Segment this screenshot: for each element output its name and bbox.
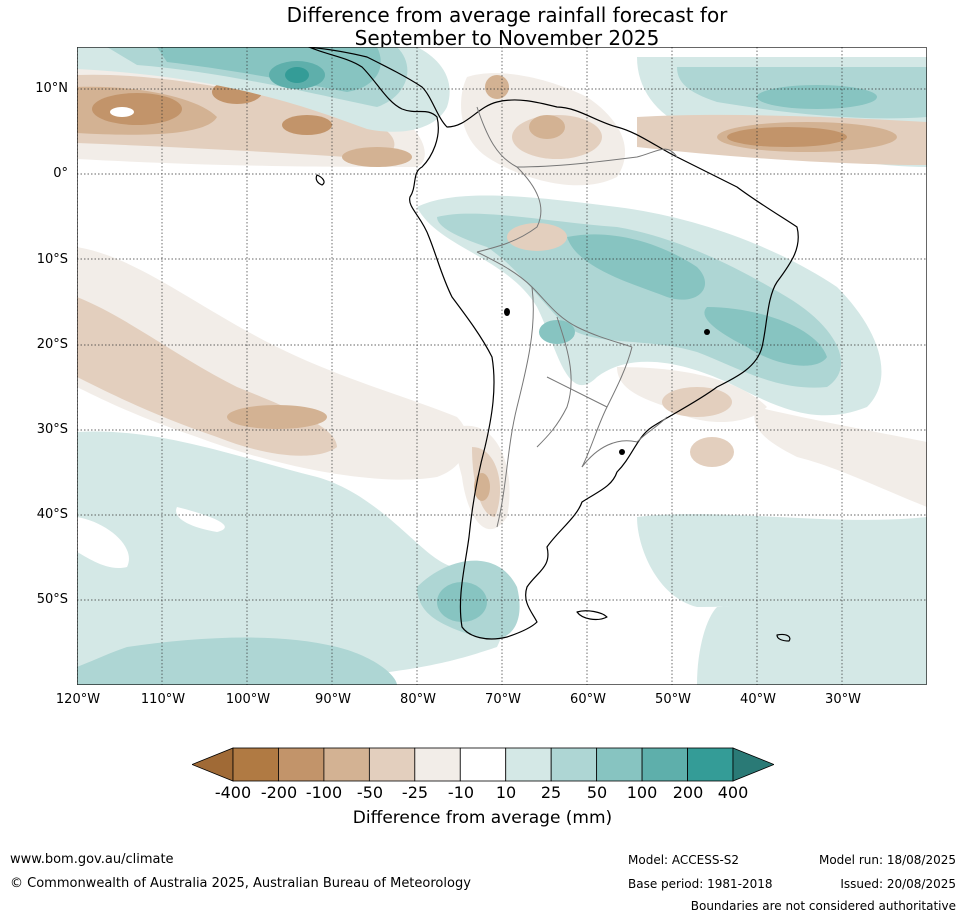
- issued-date: Issued: 20/08/2025: [840, 877, 956, 891]
- south-america-shading: [417, 195, 927, 530]
- colorbar-label: -200: [260, 783, 298, 802]
- colorbar-label: -10: [447, 783, 475, 802]
- colorbar-label: -100: [305, 783, 343, 802]
- colorbar-label: -50: [356, 783, 384, 802]
- lat-label-40s: 40°S: [36, 507, 68, 522]
- colorbar-cell: [414, 747, 461, 782]
- coastline: [308, 47, 799, 642]
- lon-label-50w: 50°W: [655, 692, 691, 707]
- colorbar-label: 50: [586, 783, 608, 802]
- colorbar: [192, 747, 774, 782]
- lon-label-110w: 110°W: [140, 692, 186, 707]
- lat-label-20s: 20°S: [36, 337, 68, 352]
- colorbar-cell: [368, 747, 416, 782]
- lon-label-80w: 80°W: [400, 692, 436, 707]
- colorbar-cell: [505, 747, 552, 782]
- rainfall-map: [77, 47, 927, 685]
- lon-label-60w: 60°W: [570, 692, 606, 707]
- lon-label-100w: 100°W: [225, 692, 271, 707]
- lat-label-10n: 10°N: [35, 81, 68, 96]
- colorbar-title: Difference from average (mm): [352, 808, 613, 828]
- colorbar-label: 200: [672, 783, 704, 802]
- colorbar-cell: [596, 747, 643, 782]
- colorbar-label: 100: [626, 783, 658, 802]
- lon-label-70w: 70°W: [485, 692, 521, 707]
- colorbar-cell: [550, 747, 598, 782]
- title-line-2: September to November 2025: [354, 26, 660, 50]
- base-period: Base period: 1981-2018: [628, 877, 773, 891]
- colorbar-label: -25: [401, 783, 429, 802]
- colorbar-label: -400: [214, 783, 252, 802]
- colorbar-cell: [687, 747, 734, 782]
- copyright-notice: © Commonwealth of Australia 2025, Austra…: [10, 876, 471, 891]
- boundaries-disclaimer: Boundaries are not considered authoritat…: [690, 899, 956, 913]
- north-band-shading: [77, 47, 927, 186]
- lat-label-0: 0°: [53, 166, 68, 181]
- colorbar-cell: [459, 747, 507, 782]
- lon-label-30w: 30°W: [825, 692, 861, 707]
- model-name: Model: ACCESS-S2: [628, 853, 740, 867]
- lon-label-90w: 90°W: [315, 692, 351, 707]
- chart-title: Difference from average rainfall forecas…: [0, 4, 965, 50]
- colorbar-label: 25: [540, 783, 562, 802]
- colorbar-extend-dry: [192, 747, 234, 782]
- model-run-date: Model run: 18/08/2025: [818, 853, 956, 867]
- colorbar-extend-wet: [732, 747, 774, 782]
- colorbar-cell: [641, 747, 688, 782]
- colorbar-cell: [232, 747, 279, 782]
- title-line-1: Difference from average rainfall forecas…: [286, 3, 728, 27]
- lakes: [504, 308, 710, 455]
- south-wet-shading: [77, 431, 927, 685]
- lon-label-40w: 40°W: [740, 692, 776, 707]
- graticule: [77, 47, 927, 685]
- colorbar-cell: [278, 747, 325, 782]
- pacific-dry-band: [77, 247, 468, 480]
- colorbar-label: 10: [495, 783, 517, 802]
- lat-label-10s: 10°S: [36, 252, 68, 267]
- country-borders: [476, 106, 678, 528]
- website-link[interactable]: www.bom.gov.au/climate: [10, 852, 174, 867]
- lon-label-120w: 120°W: [55, 692, 101, 707]
- colorbar-label: 400: [717, 783, 749, 802]
- lat-label-50s: 50°S: [36, 592, 68, 607]
- lat-label-30s: 30°S: [36, 422, 68, 437]
- colorbar-cell: [323, 747, 370, 782]
